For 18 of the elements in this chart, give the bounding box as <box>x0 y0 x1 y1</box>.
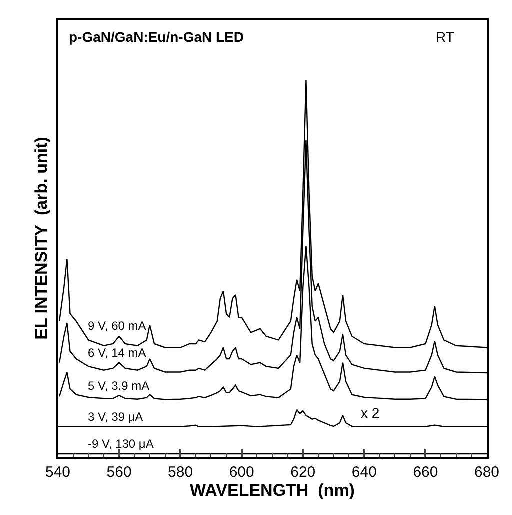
text: RT <box>436 29 455 45</box>
chart-title: p-GaN/GaN:Eu/n-GaN LED <box>69 29 244 45</box>
series-label: 5 V, 3.9 mA <box>88 379 150 393</box>
x-tick-label: 680 <box>474 464 500 481</box>
x-tick-label: 540 <box>45 464 71 481</box>
x-tick-label: 580 <box>168 464 194 481</box>
x-axis-title: WAVELENGTH (nm) <box>190 481 355 500</box>
x-tick-label: 620 <box>290 464 316 481</box>
y-axis-title: EL INTENSITY (arb. unit) <box>32 137 52 340</box>
x-tick-label: 560 <box>106 464 132 481</box>
x-tick-label: 600 <box>229 464 254 481</box>
annotation: x 2 <box>361 405 380 421</box>
series-label: -9 V, 130 μA <box>88 437 154 451</box>
x-tick-label: 660 <box>413 464 438 481</box>
x-tick-label: 640 <box>352 464 377 481</box>
series-label: 6 V, 14 mA <box>88 346 146 360</box>
series-label: 9 V, 60 mA <box>88 319 146 333</box>
series-label: 3 V, 39 μA <box>88 410 144 424</box>
